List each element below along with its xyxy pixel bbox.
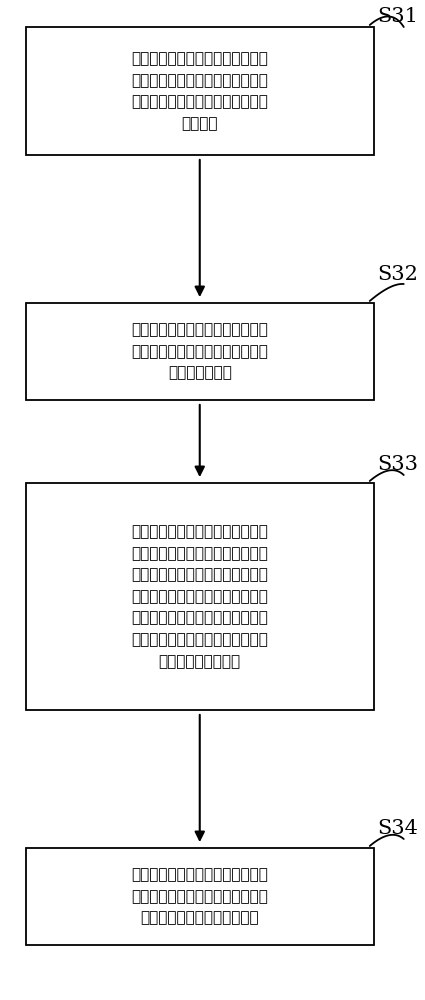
Text: 响应于获取第一区块高度的第一区
块的打包权，根据第一区块高度、
预配置的区块打包规则、跨链类区
块打包参数和各非跨链类区块打包
参数确定所要拉取交易的跨链类平
: 响应于获取第一区块高度的第一区 块的打包权，根据第一区块高度、 预配置的区块打包… [131, 524, 268, 669]
Text: 接收非跨链类的第一平行链交易，
将第一平行链交易存储到所属第一
平行链的第一非跨链类平行链交易
缓存队列: 接收非跨链类的第一平行链交易， 将第一平行链交易存储到所属第一 平行链的第一非跨… [131, 51, 268, 131]
Text: S33: S33 [377, 456, 418, 475]
Text: 从跨链类平行链交易缓存队列或第
二非跨链类平行链交易缓存队列中
拉取若干交易以生成第一区块: 从跨链类平行链交易缓存队列或第 二非跨链类平行链交易缓存队列中 拉取若干交易以生… [131, 867, 268, 926]
FancyBboxPatch shape [26, 303, 374, 400]
FancyBboxPatch shape [26, 483, 374, 710]
FancyBboxPatch shape [26, 27, 374, 155]
Text: S32: S32 [377, 264, 418, 284]
FancyBboxPatch shape [26, 848, 374, 945]
Text: S34: S34 [377, 820, 418, 838]
Text: 接收跨链类的第二平行链交易，将
第二平行链交易存储到跨链类平行
链交易缓存队列: 接收跨链类的第二平行链交易，将 第二平行链交易存储到跨链类平行 链交易缓存队列 [131, 322, 268, 381]
Text: S31: S31 [377, 7, 418, 26]
